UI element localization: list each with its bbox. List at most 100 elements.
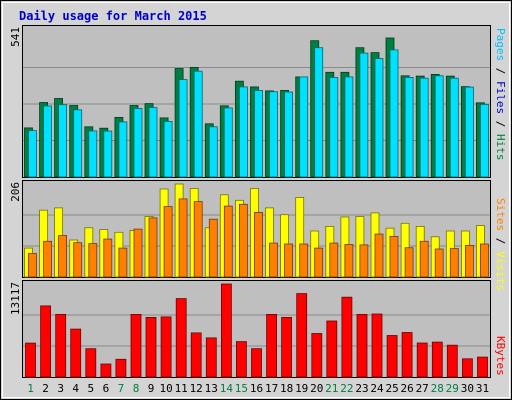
day-label-6: 6 [103,382,110,395]
day-label-17: 17 [265,382,278,395]
day-label-22: 22 [340,382,353,395]
hits-files-pages-bar-files-day-15 [238,86,248,178]
legend-sep-1: / [494,61,507,81]
kbytes-bar-kbytes-day-27 [416,342,428,378]
hits-files-pages-bar-files-day-9 [148,107,158,178]
hits-legend: Pages / Files / Hits [494,28,507,161]
visits-sites-bar-sites-day-22 [344,244,354,278]
visits-sites-bar-sites-day-20 [314,247,324,278]
hits-files-pages-bar-files-day-14 [223,107,233,178]
hits-files-pages-bar-files-day-20 [314,47,324,178]
visits-sites-bar-sites-day-9 [148,217,158,278]
day-labels: 1 2 3 4 5 6 7 8 9 10 11 12 13 14 15 16 17 18 19 20 21 22 23 24 2… [27,382,489,395]
bars [24,37,489,378]
kbytes-bar-kbytes-day-16 [251,348,262,378]
visits-sites-bar-sites-day-29 [449,248,459,278]
kbytes-bar-kbytes-day-21 [326,320,338,378]
kbytes-bar-kbytes-day-22 [341,296,353,378]
day-label-26: 26 [400,382,413,395]
visits-sites-bar-sites-day-25 [389,235,399,278]
day-label-14: 14 [220,382,234,395]
kbytes-bar-kbytes-day-29 [446,344,458,378]
hits-files-pages-bar-files-day-19 [299,76,309,178]
hits-files-pages-bar-files-day-30 [464,86,474,178]
day-label-8: 8 [133,382,140,395]
visits-sites-bar-sites-day-24 [374,233,384,278]
kbytes-bar-kbytes-day-4 [70,328,82,378]
hits-files-pages-bar-files-day-28 [434,75,444,178]
visits-sites-bar-sites-day-16 [254,211,263,278]
visits-sites-bar-sites-day-31 [479,243,489,278]
visits-sites-bar-sites-day-19 [299,243,309,278]
visits-sites-bar-sites-day-13 [208,218,218,278]
hits-files-pages-bar-files-day-24 [374,58,384,178]
day-label-28: 28 [431,382,444,395]
visits-sites-bar-sites-day-3 [58,235,67,278]
day-label-11: 11 [175,382,188,395]
day-label-23: 23 [355,382,368,395]
kbytes-bar-kbytes-day-30 [461,358,473,378]
hits-files-pages-bar-files-day-18 [284,91,294,178]
day-label-18: 18 [280,382,293,395]
day-label-21: 21 [325,382,338,395]
day-label-16: 16 [250,382,263,395]
hits-files-pages-bar-files-day-7 [118,121,128,178]
hits-files-pages-bar-files-day-23 [359,52,369,178]
kbytes-bar-kbytes-day-26 [401,332,413,378]
legend-sep-3: / [494,231,507,251]
hits-files-pages-bar-files-day-26 [404,77,414,178]
hits-files-pages-bar-files-day-8 [133,108,143,178]
visits-axis-max-label: 206 [9,182,22,202]
visits-sites-bar-sites-day-12 [193,201,203,278]
visits-sites-bar-sites-day-23 [359,244,369,278]
kbytes-bar-kbytes-day-8 [130,313,142,378]
visits-sites-bar-sites-day-15 [238,203,248,278]
hits-files-pages-bar-files-day-16 [254,90,263,178]
kbytes-bar-kbytes-day-3 [55,313,67,378]
visits-sites-bar-sites-day-6 [103,238,113,278]
kbytes-bar-kbytes-day-5 [85,348,97,378]
kbytes-bar-kbytes-day-15 [235,341,247,378]
day-label-19: 19 [295,382,308,395]
day-label-12: 12 [190,382,203,395]
kbytes-bar-kbytes-day-10 [160,316,172,378]
chart-title: Daily usage for March 2015 [19,9,207,23]
hits-files-pages-bar-files-day-1 [28,130,37,178]
day-label-27: 27 [416,382,429,395]
kbytes-bar-kbytes-day-2 [40,305,51,378]
day-label-20: 20 [310,382,323,395]
kbytes-bar-kbytes-day-13 [205,337,217,378]
kbytes-bar-kbytes-day-25 [386,335,398,378]
kbytes-bar-kbytes-day-1 [25,342,36,378]
hits-files-pages-bar-files-day-29 [449,77,459,178]
visits-sites-bar-sites-day-28 [434,248,444,278]
visits-sites-bar-sites-day-18 [284,243,294,278]
legend-kbytes: KBytes [494,336,507,376]
visits-sites-bar-sites-day-14 [223,205,233,278]
visits-sites-bar-sites-day-5 [88,243,98,278]
day-label-5: 5 [87,382,94,395]
day-label-4: 4 [72,382,79,395]
hits-files-pages-bar-files-day-31 [479,104,489,178]
day-label-3: 3 [57,382,64,395]
kbytes-bar-kbytes-day-6 [100,363,112,378]
visits-sites-bar-sites-day-2 [43,240,52,278]
hits-files-pages-bar-files-day-10 [163,121,173,178]
kbytes-bar-kbytes-day-11 [175,298,187,378]
hits-axis-max-label: 541 [9,27,22,47]
visits-sites-bar-sites-day-26 [404,247,414,278]
kbytes-bar-kbytes-day-17 [266,313,278,378]
hits-files-pages-bar-files-day-12 [193,70,203,178]
visits-legend: Sites / Visits [494,198,507,291]
hits-files-pages-bar-files-day-13 [208,126,218,178]
hits-files-pages-bar-files-day-25 [389,49,399,178]
day-label-13: 13 [205,382,218,395]
visits-sites-bar-sites-day-7 [118,247,128,278]
day-label-25: 25 [385,382,398,395]
visits-sites-bar-sites-day-17 [269,242,278,278]
kbytes-bar-kbytes-day-23 [356,313,368,378]
day-label-29: 29 [446,382,459,395]
kbytes-bar-kbytes-day-9 [145,316,157,378]
kbytes-bar-kbytes-day-28 [431,341,443,378]
day-label-31: 31 [476,382,489,395]
